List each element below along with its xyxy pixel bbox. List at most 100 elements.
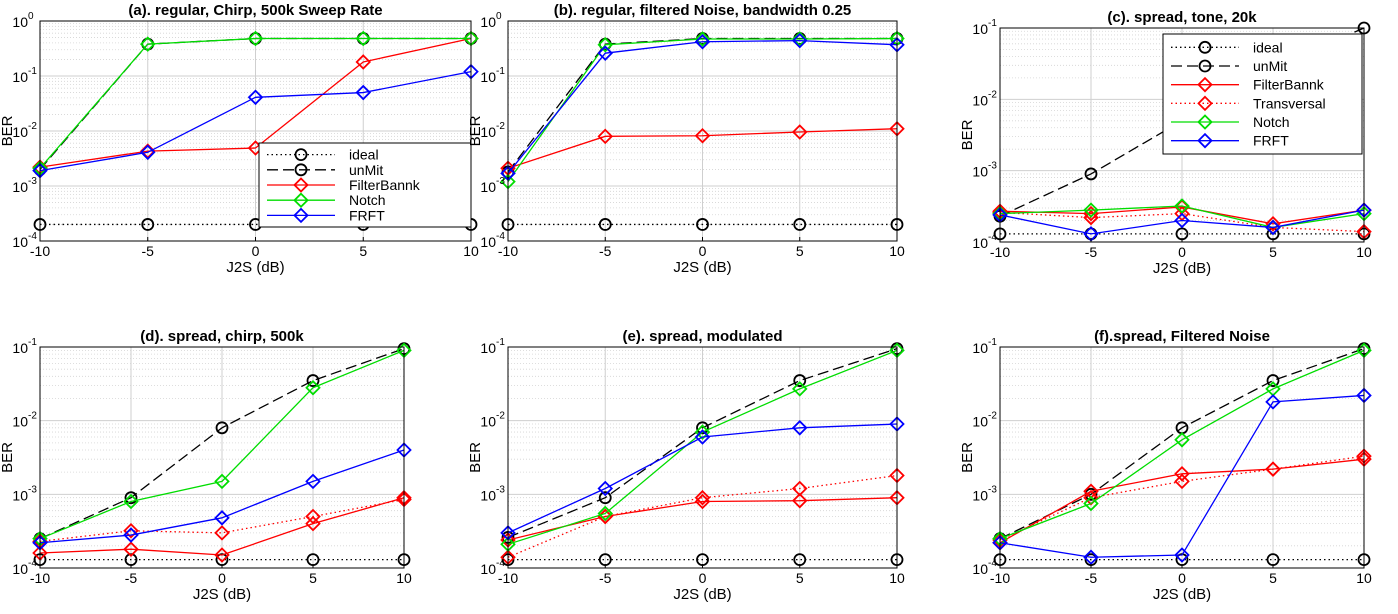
y-axis-label: BER: [467, 442, 484, 473]
y-tick-exponent: -3: [496, 176, 505, 187]
legend-marker: [294, 148, 308, 162]
legend-marker: [1197, 132, 1213, 149]
y-tick-exponent: -1: [988, 18, 997, 29]
data-point: [1174, 198, 1190, 214]
data-point: [123, 493, 139, 510]
x-tick-label: -5: [599, 243, 612, 259]
series-line: [39, 37, 472, 168]
legend-label: Notch: [1253, 114, 1290, 130]
y-tick-exponent: -3: [988, 161, 997, 172]
data-point: [791, 381, 808, 397]
y-tick-exponent: -4: [28, 231, 37, 242]
data-point: [598, 491, 612, 505]
y-tick-exponent: -1: [28, 66, 37, 77]
data-point: [214, 473, 230, 490]
y-tick-label: 10: [480, 124, 496, 140]
data-point: [597, 36, 614, 53]
data-point: [694, 489, 711, 506]
x-axis-label: J2S (dB): [1153, 260, 1211, 277]
y-tick-label: 10: [12, 340, 28, 356]
data-point: [791, 31, 808, 47]
y-tick-label: 10: [480, 179, 496, 195]
x-tick-label: -10: [990, 570, 1010, 586]
data-point: [214, 510, 230, 526]
x-tick-label: -10: [30, 243, 50, 259]
x-tick-label: -5: [599, 570, 612, 586]
data-point: [793, 218, 807, 231]
y-tick-exponent: -1: [496, 66, 505, 77]
y-tick-label: 10: [12, 69, 28, 85]
x-axis-label: J2S (dB): [673, 586, 731, 603]
series-line: [39, 348, 405, 540]
y-tick-label: 10: [12, 124, 28, 140]
y-tick-exponent: -4: [988, 558, 997, 569]
data-point: [1266, 374, 1280, 387]
x-axis-label: J2S (dB): [226, 259, 284, 276]
data-point: [1174, 473, 1190, 490]
y-tick-label: 10: [480, 69, 496, 85]
data-point: [305, 515, 321, 532]
data-point: [793, 374, 807, 387]
y-tick-exponent: 0: [28, 11, 34, 22]
y-axis-label: BER: [467, 115, 484, 146]
data-point: [694, 127, 711, 144]
x-tick-label: 10: [1356, 570, 1372, 586]
series-line: [507, 128, 898, 169]
series-line: [507, 37, 898, 183]
series-line: [39, 37, 471, 169]
series-line: [999, 394, 1365, 558]
data-point: [791, 32, 808, 49]
data-point: [139, 36, 156, 52]
y-tick-exponent: -2: [28, 411, 37, 422]
data-point: [1174, 212, 1190, 229]
data-point: [1265, 219, 1281, 236]
series-line: [507, 348, 898, 539]
y-tick-label: 10: [972, 164, 988, 180]
data-point: [598, 218, 612, 231]
y-tick-exponent: -3: [496, 484, 505, 495]
data-point: [355, 84, 372, 101]
data-point: [123, 527, 139, 543]
x-tick-label: -10: [30, 570, 50, 586]
chart-title: (e). spread, modulated: [622, 328, 782, 345]
legend-marker: [293, 207, 309, 224]
legend-marker: [293, 177, 309, 193]
x-tick-label: 5: [796, 243, 804, 259]
y-tick-label: 10: [480, 414, 496, 430]
data-point: [696, 421, 709, 435]
y-tick-exponent: -1: [988, 337, 997, 348]
y-tick-label: 10: [480, 14, 496, 30]
data-point: [1174, 432, 1190, 448]
y-tick-label: 10: [972, 561, 988, 577]
x-tick-label: -5: [142, 243, 155, 259]
y-tick-label: 10: [12, 487, 28, 503]
data-point: [694, 429, 711, 445]
data-point: [1083, 202, 1099, 218]
data-point: [305, 379, 321, 396]
grid: [507, 20, 898, 242]
x-tick-label: 10: [463, 243, 479, 259]
legend-label: ideal: [349, 147, 379, 163]
legend-marker: [1198, 59, 1212, 73]
data-point: [791, 480, 808, 497]
series-frft: [992, 387, 1372, 566]
y-tick-label: 10: [972, 487, 988, 503]
y-tick-label: 10: [972, 340, 988, 356]
legend: ideal unMit FilterBannk Transversal Notch FRF…: [1162, 33, 1363, 155]
legend-marker: [1197, 95, 1213, 112]
data-point: [1083, 209, 1099, 226]
y-tick-exponent: -3: [28, 484, 37, 495]
legend-box: [1162, 33, 1363, 155]
x-tick-label: 10: [889, 570, 905, 586]
chart-title: (b). regular, filtered Noise, bandwidth …: [554, 2, 852, 19]
x-tick-label: 0: [218, 570, 226, 586]
data-point: [597, 480, 614, 497]
y-axis-label: BER: [0, 442, 16, 473]
data-point: [355, 54, 372, 70]
series-notch: [32, 30, 479, 177]
y-tick-exponent: -4: [496, 231, 505, 242]
series-line: [39, 449, 405, 544]
